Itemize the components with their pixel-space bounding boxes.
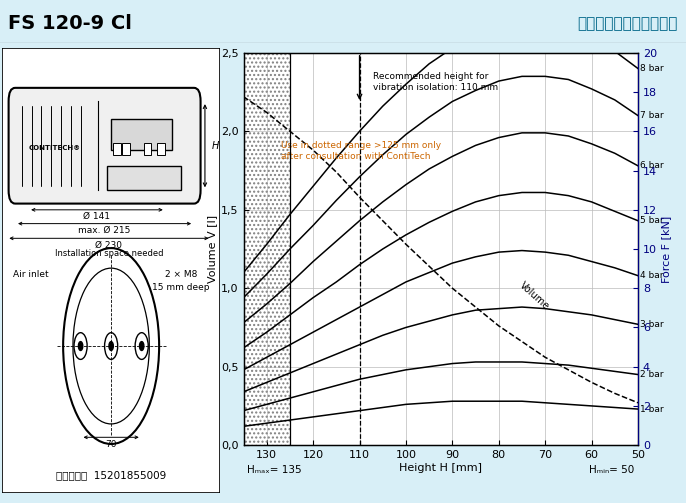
Text: 1 bar: 1 bar [640, 404, 664, 413]
Text: H: H [211, 141, 219, 151]
X-axis label: Height H [mm]: Height H [mm] [399, 463, 482, 473]
Text: Hₘₐₓ= 135: Hₘₐₓ= 135 [247, 465, 302, 475]
Text: Recommended height for
vibration isolation: 110 mm: Recommended height for vibration isolati… [373, 71, 499, 93]
Text: Ø 230: Ø 230 [95, 240, 122, 249]
FancyBboxPatch shape [144, 143, 152, 154]
Text: 15 mm deep: 15 mm deep [152, 283, 210, 292]
Circle shape [139, 342, 144, 351]
Text: max. Ø 215: max. Ø 215 [78, 226, 131, 235]
Text: 8 bar: 8 bar [640, 64, 664, 73]
FancyBboxPatch shape [122, 143, 130, 154]
Text: CONTITECH®: CONTITECH® [28, 145, 80, 151]
Text: 5 bar: 5 bar [640, 216, 664, 225]
Text: 2 × M8: 2 × M8 [165, 270, 197, 279]
Text: 70: 70 [106, 440, 117, 449]
FancyBboxPatch shape [2, 48, 220, 493]
FancyBboxPatch shape [107, 166, 181, 190]
Text: Ø 141: Ø 141 [84, 212, 110, 221]
Text: 4 bar: 4 bar [640, 271, 664, 280]
Text: 7 bar: 7 bar [640, 111, 664, 120]
Text: 3 bar: 3 bar [640, 320, 664, 329]
Text: Use in dotted range >125 mm only
after consultation with ContiTech: Use in dotted range >125 mm only after c… [281, 141, 441, 161]
Circle shape [109, 342, 113, 351]
Text: Installation space needed: Installation space needed [55, 249, 163, 258]
FancyBboxPatch shape [157, 143, 165, 154]
FancyBboxPatch shape [113, 143, 121, 154]
Text: FS 120-9 Cl: FS 120-9 Cl [8, 14, 132, 33]
Text: 上海松夏减震器有限公司: 上海松夏减震器有限公司 [578, 16, 678, 31]
FancyBboxPatch shape [9, 88, 200, 204]
Y-axis label: Force F [kN]: Force F [kN] [661, 215, 671, 283]
Text: 2 bar: 2 bar [640, 370, 664, 379]
Y-axis label: Volume V [l]: Volume V [l] [207, 215, 217, 283]
Text: Volume: Volume [517, 280, 551, 312]
Circle shape [78, 342, 83, 351]
FancyBboxPatch shape [111, 119, 172, 150]
Text: Air inlet: Air inlet [12, 270, 48, 279]
Text: Hₘᵢₙ= 50: Hₘᵢₙ= 50 [589, 465, 635, 475]
Text: 联系电话：  15201855009: 联系电话： 15201855009 [56, 470, 166, 480]
Bar [244, 53, 290, 445]
Text: 6 bar: 6 bar [640, 161, 664, 171]
